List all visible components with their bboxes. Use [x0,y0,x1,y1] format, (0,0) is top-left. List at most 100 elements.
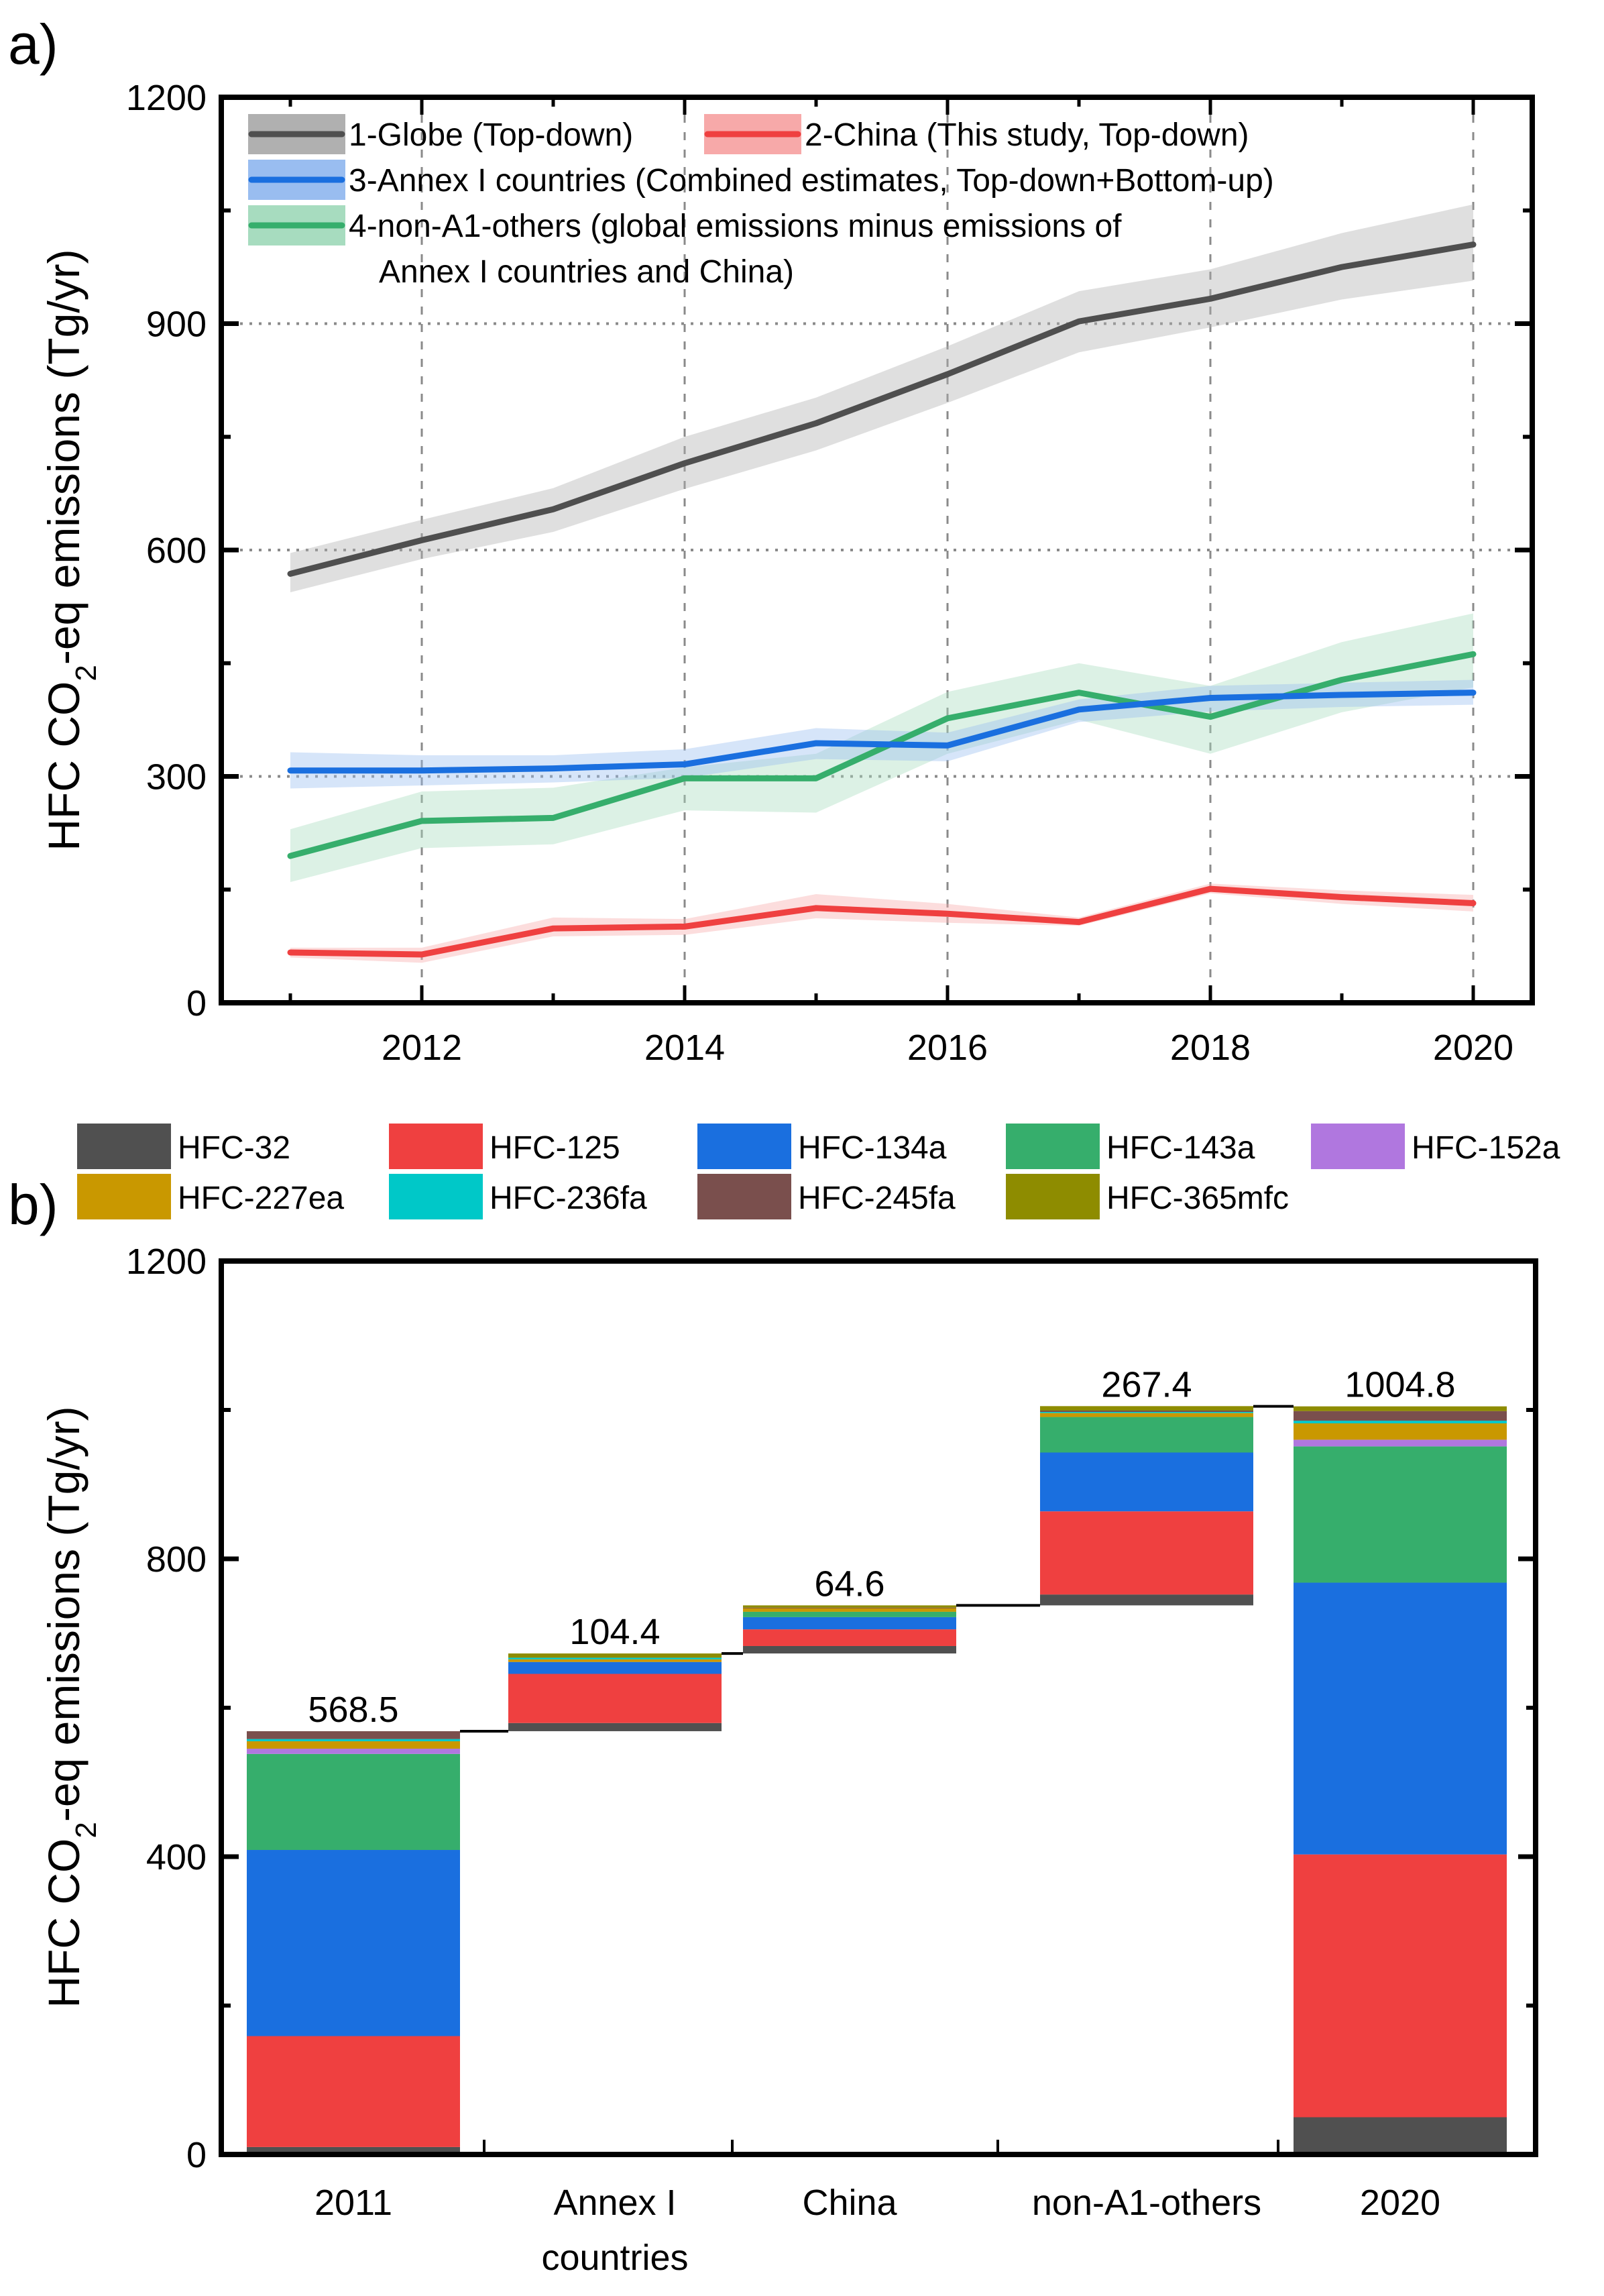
bar-segment-hfc-32 [508,1723,722,1731]
legend-label: Annex I countries and China) [379,254,794,290]
legend-item-hfc-143a: HFC-143a [1006,1124,1255,1169]
bar-segment-hfc-143a [1040,1417,1253,1453]
bar-segment-hfc-125 [247,2036,460,2147]
legend-label: HFC-245fa [798,1181,956,1216]
bar-segment-hfc-125 [743,1629,956,1646]
legend-label: 2-China (This study, Top-down) [805,117,1249,153]
legend-label: 3-Annex I countries (Combined estimates,… [349,163,1274,199]
legend-item-hfc-365mfc: HFC-365mfc [1006,1174,1289,1219]
bar-non-a1-others [1040,1406,1253,1606]
panel-a: a) 0 300 600 900 1200 2012 2014 2016 2018 2020 1-… [8,13,1535,1068]
legend-swatch [697,1174,791,1219]
y-tick-label: 800 [146,1539,207,1580]
bar-segment-hfc-134a [743,1617,956,1630]
bar-segment-hfc-236fa [508,1657,722,1659]
bar-segment-hfc-125 [508,1674,722,1723]
legend-label: HFC-227ea [178,1181,344,1216]
legend-label: HFC-143a [1106,1130,1255,1166]
panel-b-axes: 0 400 800 1200 2011 Annex I countries China non-… [126,1242,1538,2278]
legend-label: HFC-236fa [490,1181,647,1216]
bar-annex-i-countries [508,1653,722,1731]
panel-b-y-axis-title: HFC CO2-eq emissions (Tg/yr) [39,1406,103,2008]
bar-segment-hfc-227ea [1294,1423,1507,1440]
legend-swatch [1311,1124,1405,1169]
bar-segment-hfc-236fa [1040,1411,1253,1413]
bar-segment-hfc-143a [1294,1446,1507,1583]
y-tick-label: 900 [146,305,207,345]
legend-label: 4-non-A1-others (global emissions minus … [349,209,1122,244]
series-line-1 [287,241,1477,577]
bar-segment-hfc-227ea [508,1659,722,1662]
y-tick-label: 1200 [126,1242,207,1282]
legend-label: HFC-125 [490,1130,620,1166]
series-line-3 [287,690,1477,774]
panel-a-gridlines [221,97,1532,1003]
y-tick-label: 1200 [126,78,207,118]
x-tick-label: 2018 [1170,1028,1251,1068]
legend-label: 1-Globe (Top-down) [349,117,633,153]
panel-b-legend: HFC-32 HFC-125 HFC-134a HFC-143a HFC-152a HFC… [77,1124,1560,1219]
legend-label: HFC-365mfc [1106,1181,1289,1216]
legend-item-hfc-32: HFC-32 [77,1124,290,1169]
series-line-2 [287,885,1477,958]
panel-b-bars [247,1406,1507,2154]
bar-segment-hfc-236fa [1294,1421,1507,1423]
x-tick-label: 2014 [644,1028,725,1068]
bar-segment-hfc-134a [1040,1452,1253,1512]
legend-item-hfc-134a: HFC-134a [697,1124,947,1169]
x-tick-label: 2016 [907,1028,988,1068]
bar-segment-hfc-152a [247,1749,460,1754]
legend-swatch [1006,1124,1100,1169]
y-tick-label: 600 [146,531,207,571]
bar-segment-hfc-125 [1040,1511,1253,1595]
legend-label: HFC-32 [178,1130,290,1166]
bar-segment-hfc-227ea [743,1608,956,1612]
legend-swatch [389,1174,483,1219]
bar-segment-hfc-365mfc [1294,1406,1507,1411]
bar-2011 [247,1731,460,2154]
bar-segment-hfc-32 [743,1645,956,1654]
x-tick-label: 2012 [382,1028,462,1068]
legend-swatch [697,1124,791,1169]
panel-b-connectors [460,1405,1294,1733]
panel-a-uncertainty-bands [290,204,1473,963]
panel-b-label: b) [8,1173,58,1236]
bar-segment-hfc-227ea [1040,1413,1253,1417]
panel-a-axes: 0 300 600 900 1200 2012 2014 2016 2018 2020 [126,78,1535,1068]
uncertainty-band-3 [290,679,1473,789]
legend-item-2: 2-China (This study, Top-down) [704,114,1249,154]
legend-item-hfc-245fa: HFC-245fa [697,1174,956,1219]
bar-segment-hfc-365mfc [1040,1406,1253,1411]
legend-swatch [1006,1174,1100,1219]
legend-swatch [389,1124,483,1169]
y-tick-label: 0 [186,983,207,1024]
bar-segment-hfc-32 [1294,2117,1507,2154]
bar-segment-hfc-365mfc [743,1605,956,1608]
x-tick-label: 2020 [1433,1028,1513,1068]
x-category-label: countries [541,2238,688,2278]
bar-segment-hfc-152a [1294,1439,1507,1447]
x-category-label: 2020 [1360,2183,1440,2223]
legend-item-hfc-125: HFC-125 [389,1124,620,1169]
legend-item-hfc-236fa: HFC-236fa [389,1174,647,1219]
y-tick-label: 400 [146,1837,207,1877]
panel-b-bar-labels: 568.5 104.4 64.6 267.4 1004.8 [308,1365,1455,1730]
legend-item-hfc-227ea: HFC-227ea [77,1174,344,1219]
bar-segment-hfc-245fa [247,1731,460,1739]
bar-segment-hfc-143a [743,1611,956,1617]
bar-china [743,1605,956,1654]
bar-total-label: 267.4 [1101,1365,1192,1405]
x-category-label: China [802,2183,897,2223]
bar-total-label: 568.5 [308,1690,398,1730]
legend-swatch [77,1124,171,1169]
legend-item-3: 3-Annex I countries (Combined estimates,… [248,160,1274,200]
bar-segment-hfc-134a [1294,1582,1507,1855]
x-category-label: 2011 [314,2183,392,2223]
bar-total-label: 1004.8 [1344,1365,1455,1405]
bar-segment-hfc-32 [247,2146,460,2154]
bar-segment-hfc-134a [247,1850,460,2036]
legend-item-1: 1-Globe (Top-down) [248,114,633,154]
bar-segment-hfc-125 [1294,1854,1507,2118]
bar-total-label: 64.6 [814,1564,884,1604]
